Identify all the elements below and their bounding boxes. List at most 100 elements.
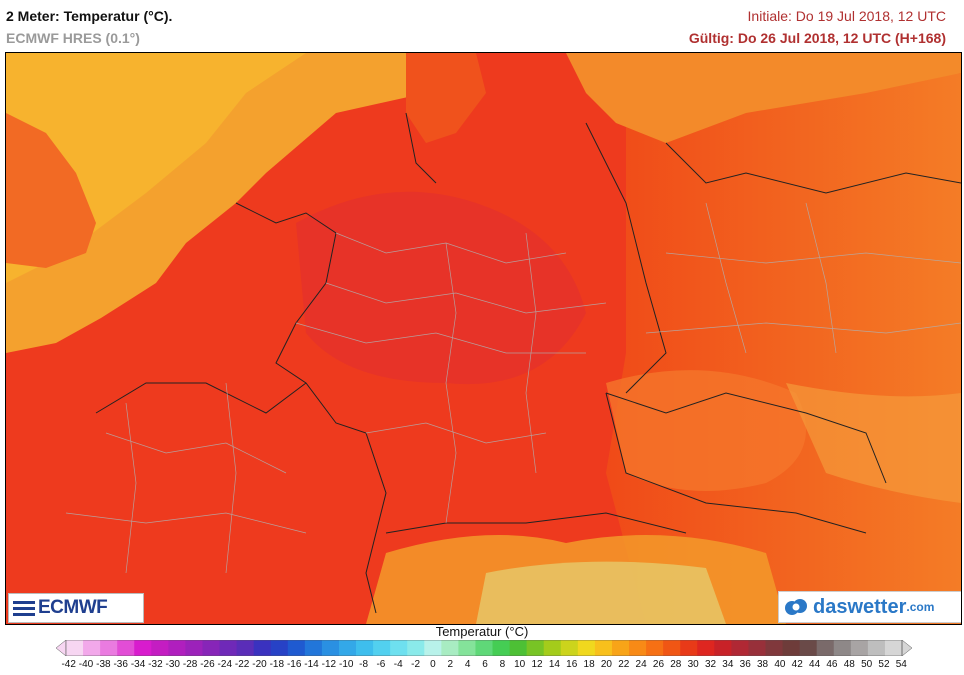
colorbar-swatch <box>697 640 715 656</box>
colorbar-tick-label: 24 <box>635 659 647 670</box>
alps-high <box>476 561 726 624</box>
init-time: Initiale: Do 19 Jul 2018, 12 UTC <box>747 8 946 24</box>
colorbar-tick-label: -36 <box>113 659 128 670</box>
colorbar-swatch <box>424 640 442 656</box>
colorbar-tick-label: -2 <box>411 659 421 670</box>
colorbar-tick-label: 30 <box>687 659 699 670</box>
colorbar-tick-label: 8 <box>499 659 506 670</box>
daswetter-logo-text: daswetter <box>813 595 907 618</box>
colorbar-swatch <box>236 640 255 656</box>
colorbar-swatch <box>492 640 511 656</box>
colorbar-tick-label: 38 <box>756 659 769 670</box>
model-name: ECMWF HRES (0.1°) <box>6 30 140 46</box>
colorbar-swatch <box>799 640 818 656</box>
britain-region <box>6 113 96 268</box>
colorbar-swatch <box>765 640 784 656</box>
baltic-sea <box>566 53 961 143</box>
colorbar-tick-label: 26 <box>652 659 665 670</box>
colorbar-swatch <box>441 640 459 656</box>
colorbar-tick-label: -12 <box>321 659 337 670</box>
colorbar-tick-label: 40 <box>774 659 786 670</box>
colorbar-tick-label: -24 <box>217 659 233 670</box>
colorbar-swatch <box>526 640 545 656</box>
colorbar-tick-label: 52 <box>878 659 890 670</box>
colorbar-right-arrow <box>901 640 912 656</box>
colorbar-swatch <box>100 640 118 656</box>
colorbar-swatch <box>731 640 749 656</box>
colorbar-swatch <box>287 640 306 656</box>
colorbar-tick-label: 2 <box>447 659 454 670</box>
colorbar-tick-label: 22 <box>618 659 630 670</box>
colorbar-swatch <box>83 640 101 656</box>
colorbar-swatch <box>748 640 767 656</box>
colorbar-swatch <box>151 640 169 656</box>
colorbar-tick-label: -30 <box>165 659 180 670</box>
colorbar-swatch <box>714 640 732 656</box>
colorbar-tick-label: -20 <box>252 659 267 670</box>
colorbar-swatch <box>134 640 152 656</box>
colorbar-swatch <box>629 640 647 656</box>
colorbar-swatch <box>202 640 221 656</box>
colorbar-swatch <box>270 640 289 656</box>
colorbar-swatch <box>594 640 613 656</box>
colorbar-tick-label: 14 <box>548 659 560 670</box>
colorbar-swatch <box>253 640 272 656</box>
czech-region <box>606 370 806 491</box>
colorbar-swatch <box>185 640 203 656</box>
colorbar-tick-label: -22 <box>234 659 250 670</box>
colorbar-tick-label: -32 <box>148 659 163 670</box>
colorbar-tick-label: 44 <box>809 659 821 670</box>
colorbar-tick-label: -18 <box>269 659 285 670</box>
colorbar-tick-label: 36 <box>739 659 751 670</box>
colorbar-swatch <box>117 640 135 656</box>
colorbar-swatch <box>390 640 408 656</box>
colorbar-tick-label: 28 <box>670 659 682 670</box>
colorbar-tick-label: -16 <box>286 659 302 670</box>
colorbar-swatch <box>577 640 596 656</box>
legend-title: Temperatur (°C) <box>435 624 529 639</box>
temperature-map-canvas <box>6 53 961 624</box>
colorbar-swatch <box>884 640 903 656</box>
colorbar-swatch <box>543 640 562 656</box>
ecmwf-logo-text: ECMWF <box>38 597 108 618</box>
colorbar-swatch <box>304 640 323 656</box>
cloud-icon <box>785 599 807 615</box>
colorbar-swatch <box>867 640 886 656</box>
colorbar-swatch <box>475 640 494 656</box>
colorbar-tick-label: 0 <box>430 659 436 670</box>
colorbar-swatch <box>509 640 528 656</box>
denmark-region <box>406 53 486 143</box>
colorbar-swatch <box>850 640 869 656</box>
colorbar-tick-label: 10 <box>514 659 526 670</box>
colorbar-tick-label: 32 <box>704 659 717 670</box>
colorbar-swatch <box>168 640 186 656</box>
colorbar-tick-label: -38 <box>96 659 111 670</box>
colorbar-tick-label: -34 <box>130 659 146 670</box>
colorbar-tick-label: 42 <box>791 659 803 670</box>
colorbar-tick-label: -42 <box>61 659 76 670</box>
colorbar-tick-label: -4 <box>393 659 403 670</box>
colorbar-swatch <box>611 640 630 656</box>
colorbar-swatch <box>833 640 852 656</box>
colorbar-tick-label: 34 <box>722 659 734 670</box>
carpathian-region <box>786 383 961 503</box>
colorbar-tick-label: -40 <box>78 659 94 670</box>
colorbar-swatch <box>219 640 238 656</box>
colorbar-tick-label: -6 <box>376 659 386 670</box>
temperature-colorbar <box>56 640 912 656</box>
colorbar-swatch <box>338 640 357 656</box>
colorbar-tick-label: -8 <box>359 659 369 670</box>
colorbar-swatch <box>816 640 835 656</box>
temperature-map: ECMWF daswetter .com <box>5 52 962 625</box>
colorbar-swatch <box>407 640 425 656</box>
colorbar-swatch <box>66 640 84 656</box>
colorbar-tick-label: 50 <box>861 659 873 670</box>
colorbar-swatch <box>373 640 391 656</box>
colorbar-swatch <box>782 640 801 656</box>
daswetter-logo-domain: .com <box>906 600 935 614</box>
colorbar-tick-label: 20 <box>600 659 612 670</box>
colorbar-swatch <box>458 640 476 656</box>
colorbar-swatch <box>680 640 698 656</box>
map-title: 2 Meter: Temperatur (°C). <box>6 8 173 24</box>
colorbar-tick-label: 54 <box>895 659 907 670</box>
